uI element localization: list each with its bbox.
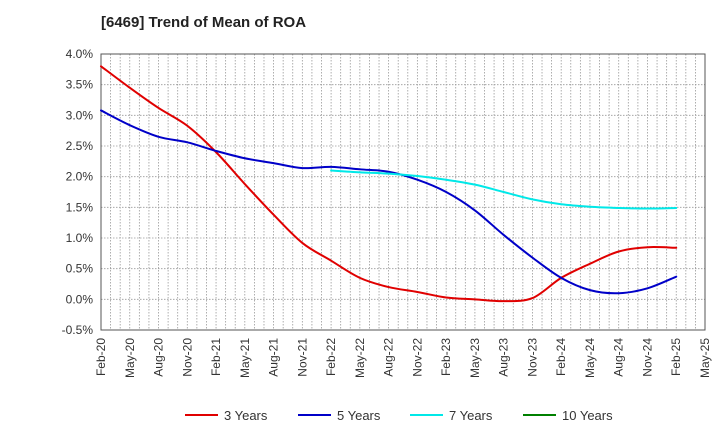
y-tick-label: 2.0% [66, 170, 94, 184]
x-tick-label: May-24 [583, 338, 597, 378]
legend-label: 7 Years [449, 408, 493, 423]
x-tick-label: May-20 [123, 338, 137, 378]
x-tick-label: May-22 [353, 338, 367, 378]
legend-label: 5 Years [337, 408, 381, 423]
x-tick-label: Feb-25 [669, 338, 683, 376]
y-tick-label: 0.0% [66, 292, 94, 306]
x-tick-label: May-25 [698, 338, 712, 378]
x-tick-label: Aug-22 [382, 338, 396, 377]
x-tick-label: May-23 [468, 338, 482, 378]
x-tick-label: Aug-24 [612, 338, 626, 377]
x-tick-label: Feb-22 [324, 338, 338, 376]
y-tick-label: 3.5% [66, 78, 94, 92]
chart-title: [6469] Trend of Mean of ROA [101, 14, 307, 31]
legend-label: 3 Years [224, 408, 268, 423]
x-tick-label: Nov-24 [640, 338, 654, 377]
plot-area [101, 54, 705, 330]
y-tick-label: -0.5% [62, 323, 94, 337]
y-tick-label: 2.5% [66, 139, 94, 153]
y-tick-label: 4.0% [66, 47, 94, 61]
x-tick-label: Nov-20 [180, 338, 194, 377]
x-tick-label: Nov-22 [410, 338, 424, 377]
x-tick-label: Nov-21 [295, 338, 309, 377]
y-tick-label: 1.5% [66, 200, 94, 214]
x-tick-label: Aug-23 [497, 338, 511, 377]
y-tick-label: 1.0% [66, 231, 94, 245]
series-line-3-years [100, 65, 678, 303]
legend-label: 10 Years [562, 408, 613, 423]
x-tick-label: Feb-24 [554, 338, 568, 376]
series-line-5-years [100, 109, 678, 295]
x-tick-label: Feb-23 [439, 338, 453, 376]
plot-border [100, 53, 706, 331]
y-tick-label: 3.0% [66, 108, 94, 122]
series-line-7-years [330, 169, 678, 210]
x-tick-label: Feb-20 [94, 338, 108, 376]
x-tick-label: Feb-21 [209, 338, 223, 376]
x-tick-label: May-21 [238, 338, 252, 378]
x-tick-label: Aug-21 [267, 338, 281, 377]
x-tick-label: Nov-23 [525, 338, 539, 377]
y-tick-label: 0.5% [66, 262, 94, 276]
x-tick-label: Aug-20 [152, 338, 166, 377]
